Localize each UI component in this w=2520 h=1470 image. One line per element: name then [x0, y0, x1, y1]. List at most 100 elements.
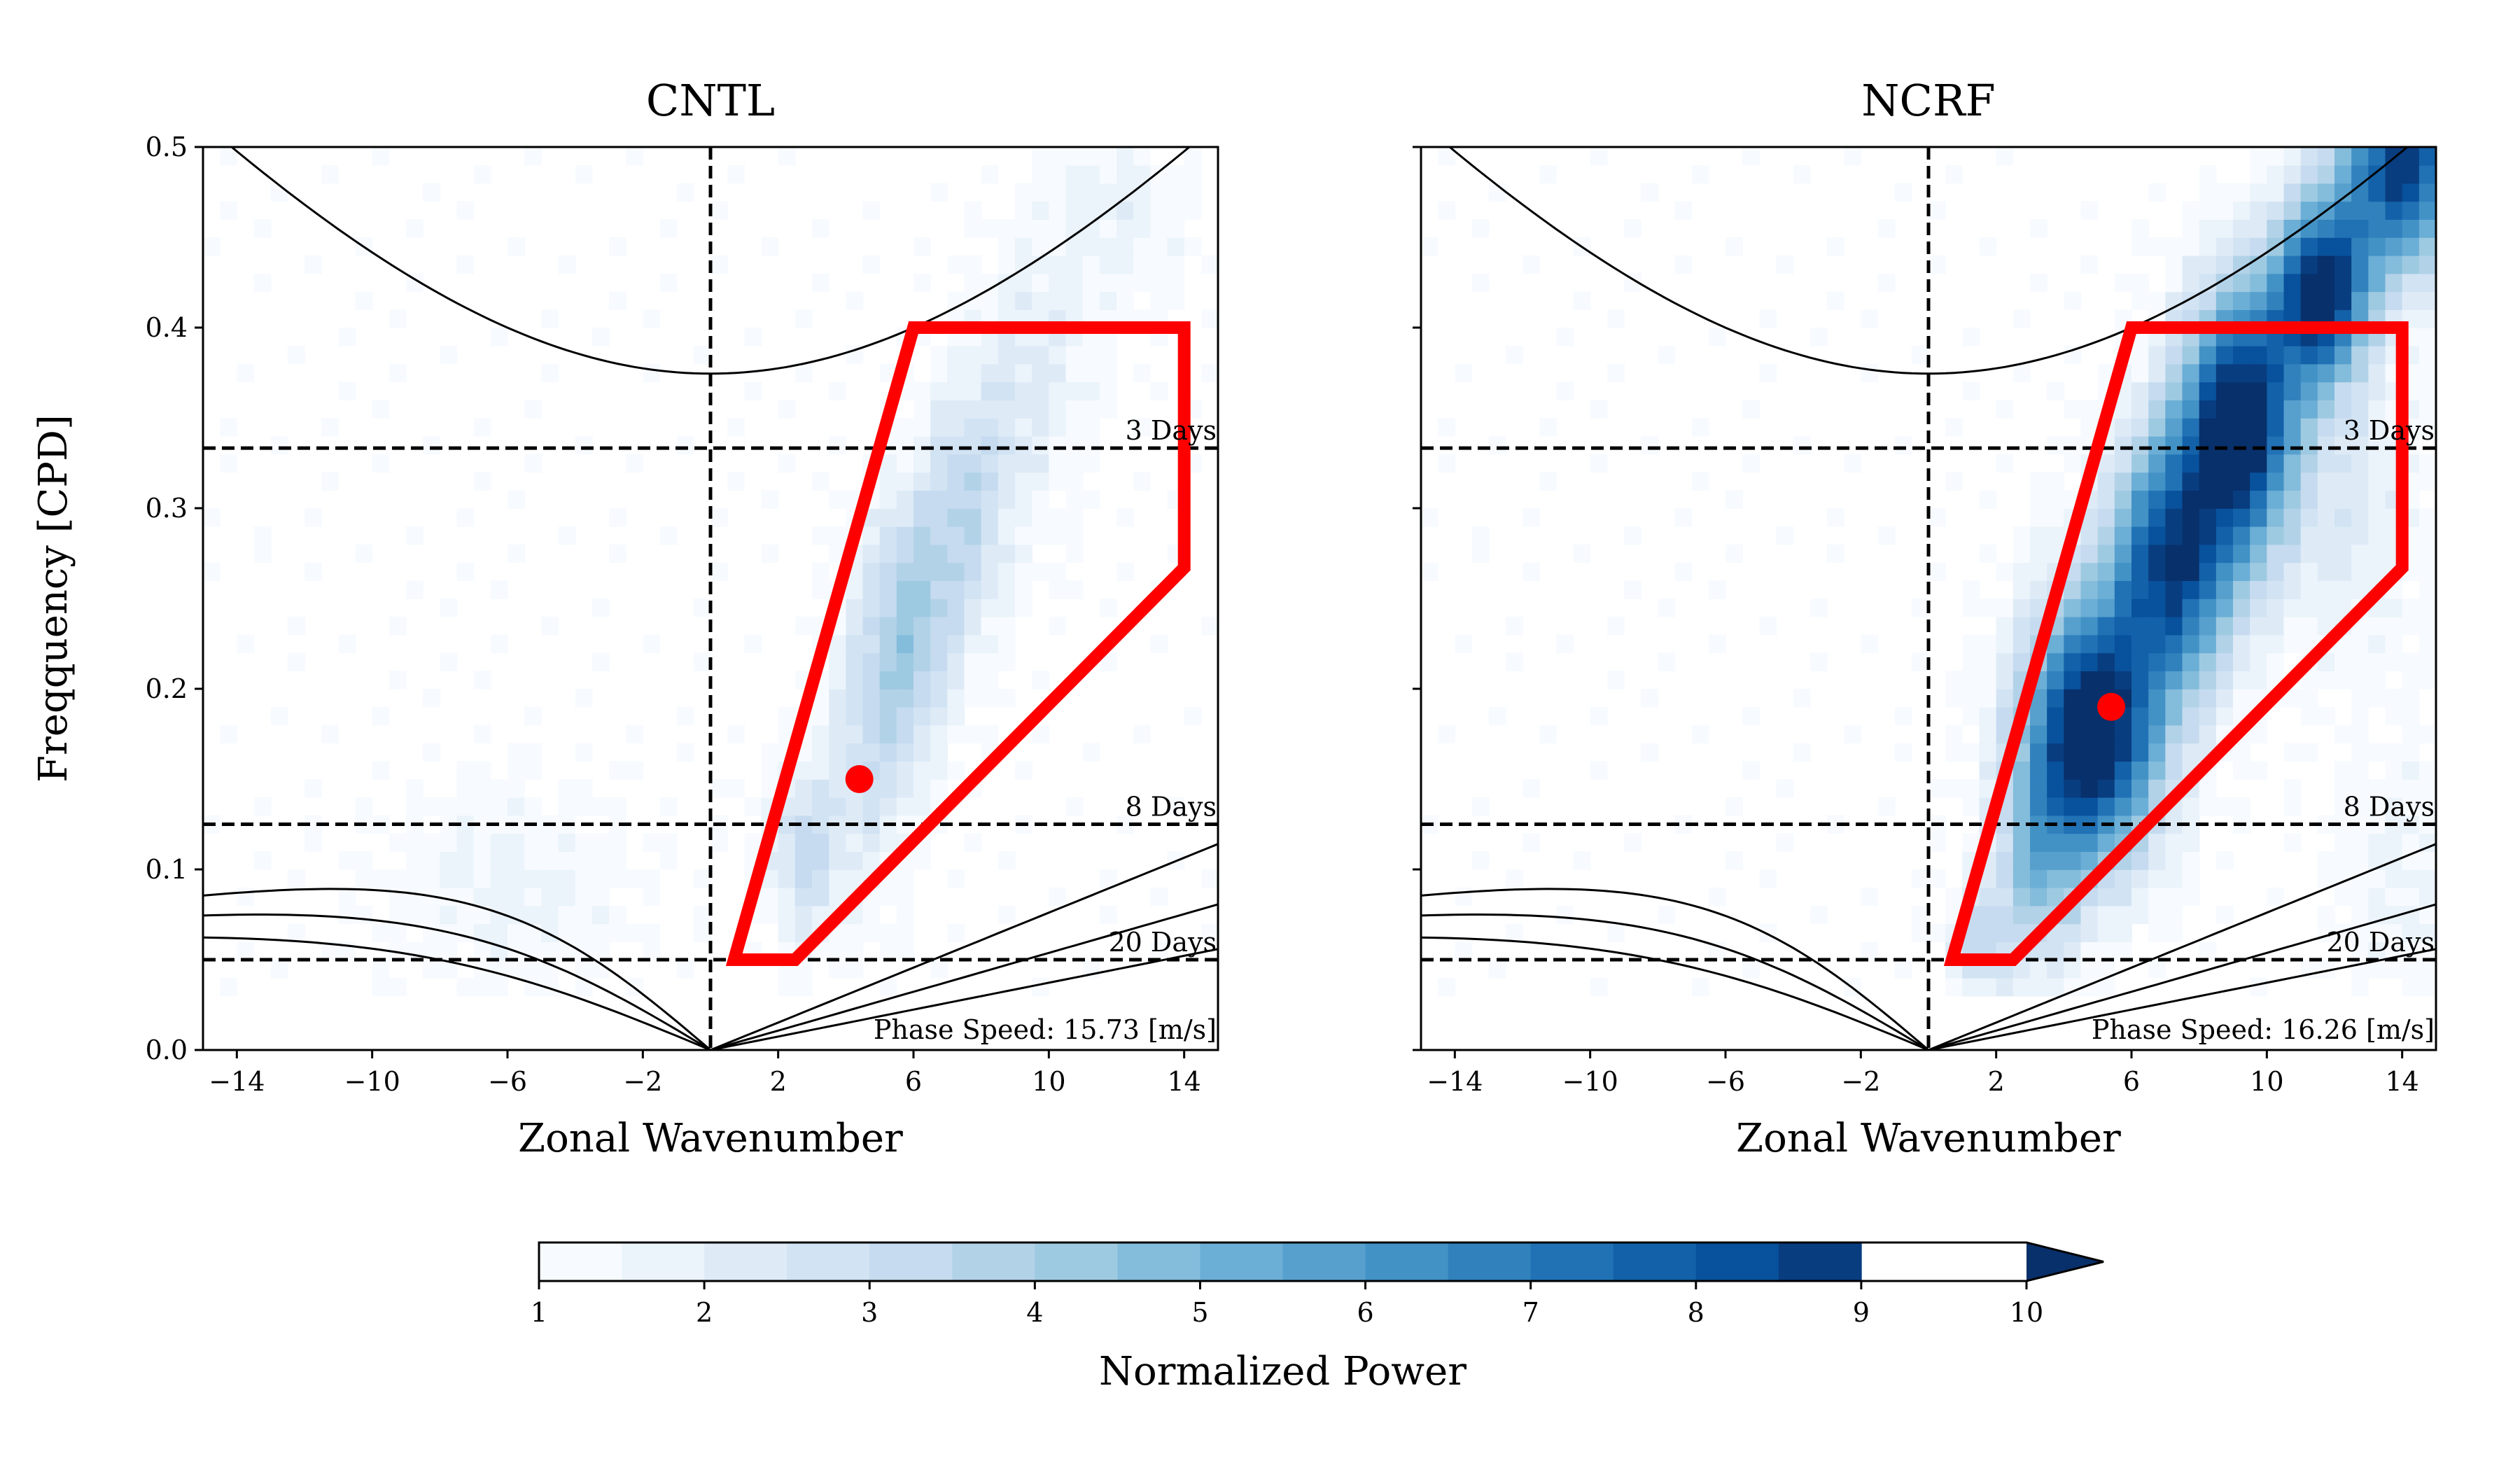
power-cell [1150, 634, 1168, 654]
power-cell [558, 255, 576, 274]
power-cell [829, 724, 847, 744]
power-cell [2283, 544, 2302, 564]
power-cell [997, 472, 1016, 491]
power-cell [1015, 472, 1032, 491]
power-cell [2047, 851, 2065, 870]
power-cell [2114, 435, 2132, 455]
power-cell [388, 905, 407, 925]
power-cell [1015, 761, 1032, 780]
power-cell [879, 761, 897, 780]
power-cell [507, 960, 525, 979]
power-cell [1015, 526, 1032, 545]
power-cell [473, 472, 491, 491]
power-cell [1015, 598, 1032, 617]
power-cell [1962, 779, 1980, 798]
power-cell [896, 616, 914, 636]
power-cell [2182, 237, 2200, 256]
power-cell [507, 887, 525, 906]
power-cell [2182, 255, 2200, 274]
power-cell [287, 616, 305, 636]
power-cell [524, 454, 542, 473]
power-cell [2097, 779, 2115, 798]
power-cell [558, 526, 576, 545]
power-cell [2351, 941, 2370, 960]
power-cell [947, 689, 965, 708]
power-cell [2182, 869, 2200, 888]
power-cell [2080, 671, 2099, 690]
power-cell [812, 869, 830, 888]
power-cell [2283, 598, 2302, 617]
power-cell [812, 724, 830, 744]
y-tick-label: 0.5 [146, 132, 188, 162]
power-cell [2216, 219, 2234, 238]
power-cell [2233, 634, 2250, 654]
power-cell [2368, 345, 2386, 365]
power-cell [2317, 291, 2335, 310]
power-cell [2047, 652, 2065, 671]
power-cell [2182, 418, 2200, 437]
power-cell [592, 652, 610, 671]
power-cell [2097, 652, 2115, 671]
power-cell [2233, 508, 2250, 527]
power-cell [2250, 490, 2268, 509]
power-cell [1894, 435, 1912, 455]
power-cell [1911, 923, 1929, 942]
power-cell [2402, 833, 2420, 852]
power-cell [2182, 634, 2200, 654]
power-cell [2300, 580, 2318, 599]
power-cell [913, 562, 931, 581]
power-cell [2114, 905, 2132, 925]
power-cell [693, 598, 711, 617]
power-cell [2317, 345, 2335, 365]
power-cell [1082, 183, 1100, 202]
power-cell [1641, 743, 1659, 762]
panel-title: NCRF [1861, 75, 1995, 126]
power-cell [2402, 706, 2420, 726]
power-cell [2047, 941, 2065, 960]
power-cell [2012, 869, 2031, 888]
power-cell [2418, 761, 2436, 780]
power-cell [930, 616, 948, 636]
power-cell [930, 652, 948, 671]
power-cell [592, 923, 610, 942]
power-cell [2334, 164, 2352, 184]
power-cell [2334, 761, 2352, 780]
power-cell [829, 490, 847, 509]
power-cell [1184, 201, 1202, 220]
power-cell [643, 833, 661, 852]
power-cell [2402, 797, 2420, 816]
power-cell [829, 652, 847, 671]
power-cell [964, 833, 982, 852]
power-cell [423, 851, 441, 870]
power-cell [2368, 869, 2386, 888]
power-cell [2385, 634, 2403, 654]
power-cell [1032, 724, 1050, 744]
power-cell [1962, 328, 1980, 346]
power-cell [575, 435, 593, 455]
power-cell [2233, 580, 2250, 599]
colorbar-tick-label: 5 [1191, 1297, 1208, 1328]
power-cell [541, 851, 559, 870]
power-cell [2317, 400, 2335, 419]
power-cell [862, 923, 881, 942]
power-cell [896, 743, 914, 762]
power-cell [2199, 941, 2217, 960]
power-cell [1049, 418, 1067, 437]
power-cell [794, 887, 813, 906]
power-cell [2030, 472, 2047, 491]
power-cell [846, 291, 864, 310]
x-tick-label: −2 [1841, 1066, 1880, 1097]
power-cell [2351, 345, 2370, 365]
power-cell [2418, 652, 2436, 671]
power-cell [2165, 345, 2183, 365]
power-cell [1996, 562, 2014, 581]
power-cell [930, 743, 948, 762]
power-cell [2418, 508, 2436, 527]
power-cell [829, 526, 847, 545]
power-cell [1962, 580, 1980, 599]
power-cell [2114, 544, 2132, 564]
power-cell [2368, 544, 2386, 564]
power-cell [1032, 400, 1050, 419]
power-cell [1015, 454, 1032, 473]
power-cell [2250, 761, 2268, 780]
